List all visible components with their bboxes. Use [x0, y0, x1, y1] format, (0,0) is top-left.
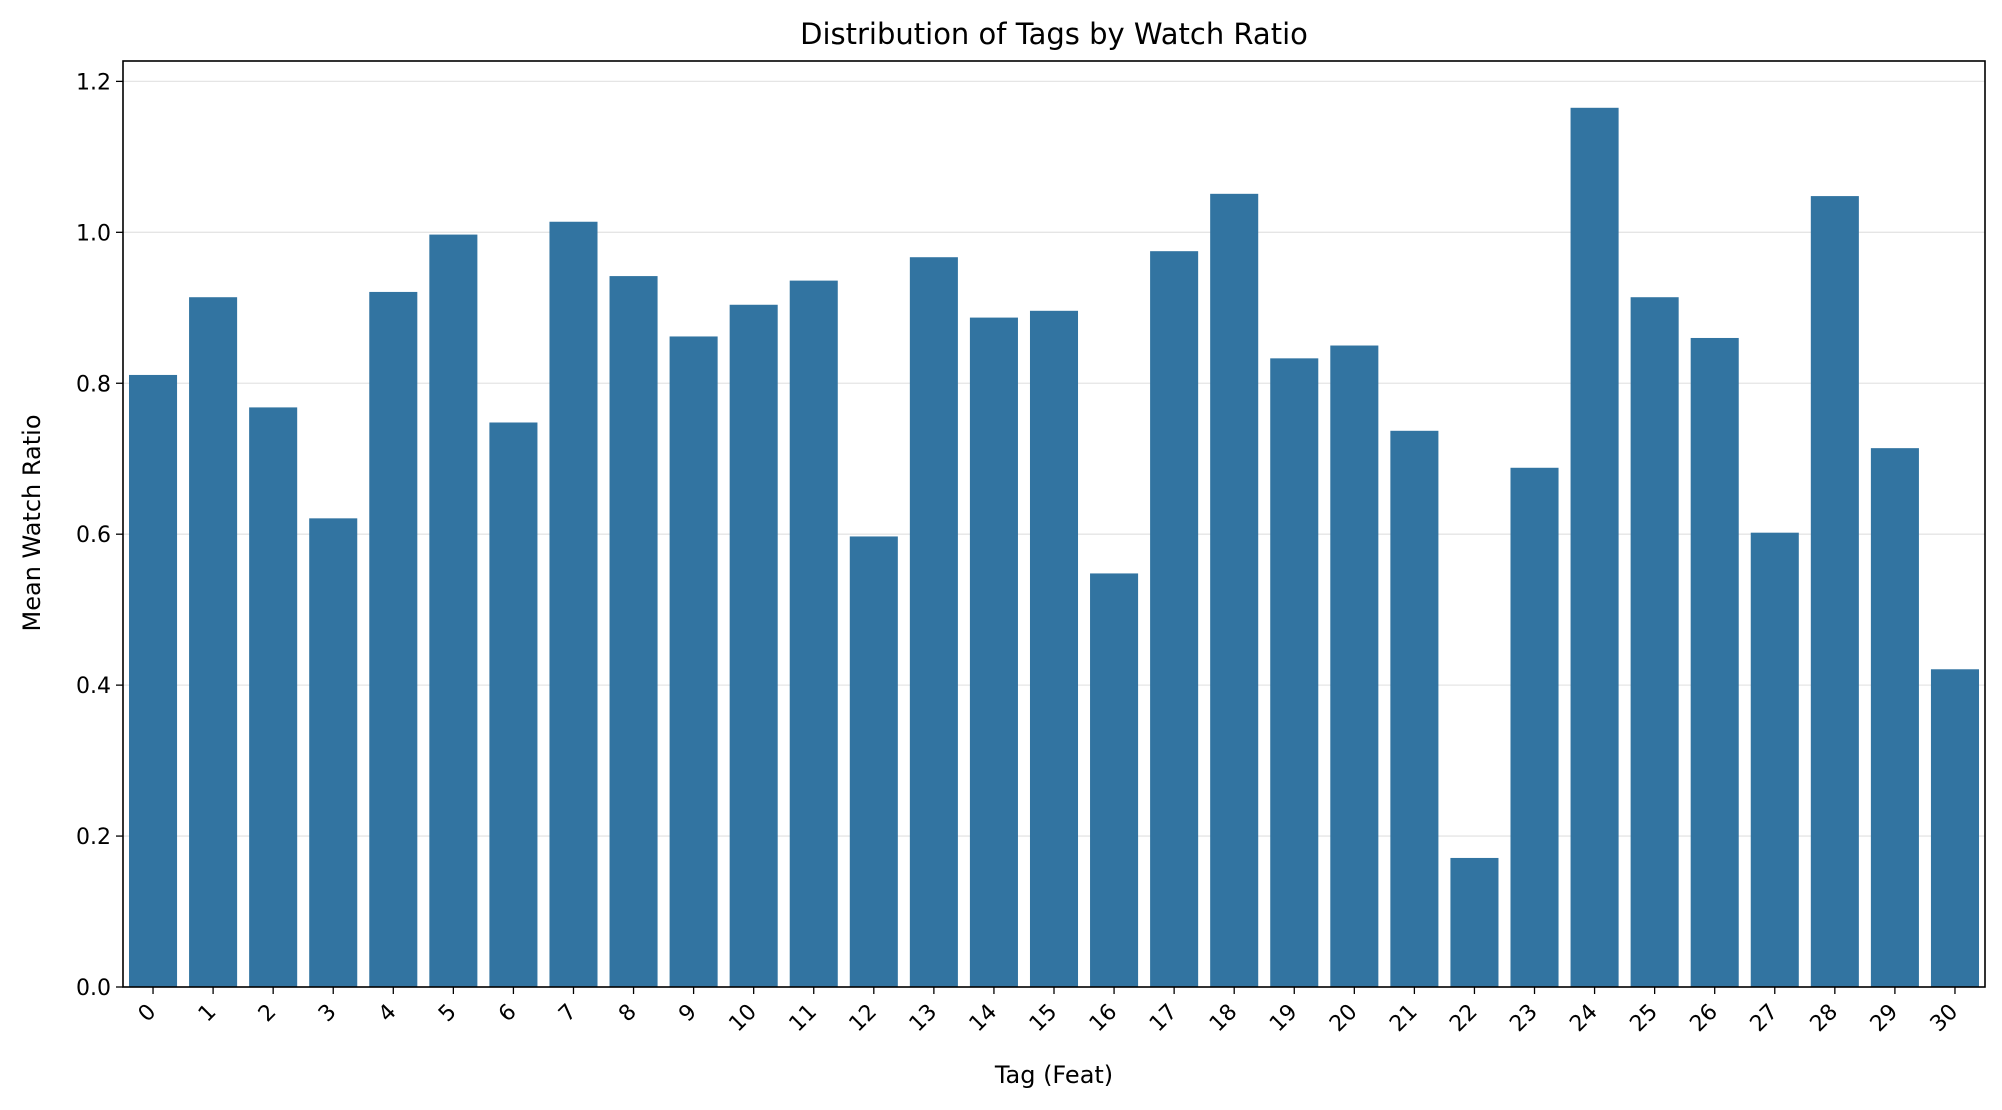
bar: [249, 407, 298, 987]
bar: [669, 336, 718, 988]
y-tick-label: 0.8: [76, 372, 111, 397]
x-tick-label: 17: [1145, 1000, 1182, 1037]
bar: [189, 297, 238, 987]
bar: [129, 374, 178, 987]
x-tick-label: 15: [1025, 1000, 1062, 1037]
x-tick-label: 2: [254, 1000, 282, 1028]
bar: [1150, 251, 1199, 988]
bar: [849, 536, 898, 987]
bar: [429, 234, 478, 988]
x-tick-label: 11: [785, 1000, 822, 1037]
y-tick-label: 0.2: [76, 825, 111, 850]
bar: [1870, 448, 1919, 987]
x-axis-title: Tag (Feat): [994, 1061, 1113, 1089]
x-tick-label: 0: [134, 1000, 162, 1028]
x-tick-label: 28: [1806, 1000, 1843, 1037]
x-tick-label: 13: [905, 1000, 942, 1037]
y-tick-label: 1.2: [76, 70, 111, 95]
x-tick-label: 8: [614, 1000, 642, 1028]
x-tick-label: 5: [434, 1000, 462, 1028]
x-tick-label: 10: [724, 1000, 761, 1037]
bar: [789, 280, 838, 988]
x-tick-label: 4: [374, 1000, 402, 1028]
x-tick-label: 25: [1625, 1000, 1662, 1037]
bar: [1270, 358, 1319, 987]
bar: [1630, 297, 1679, 987]
bar: [729, 304, 778, 987]
x-tick-label: 22: [1445, 1000, 1482, 1037]
bar: [1450, 857, 1499, 987]
bar: [1750, 532, 1799, 987]
y-tick-label: 0.6: [76, 523, 111, 548]
bar: [369, 291, 418, 988]
bar: [1570, 107, 1619, 988]
x-tick-label: 7: [554, 1000, 582, 1028]
x-tick-label: 20: [1325, 1000, 1362, 1037]
bar: [1390, 430, 1439, 987]
bar: [309, 518, 358, 987]
x-tick-label: 23: [1505, 1000, 1542, 1037]
x-tick-label: 26: [1685, 1000, 1722, 1037]
bar: [1690, 337, 1739, 987]
bar: [1930, 669, 1979, 987]
chart-title: Distribution of Tags by Watch Ratio: [800, 17, 1308, 51]
x-tick-label: 6: [494, 1000, 522, 1028]
x-tick-label: 27: [1746, 1000, 1783, 1037]
x-tick-label: 12: [845, 1000, 882, 1037]
bars: [129, 107, 1979, 988]
y-tick-label: 0.0: [76, 976, 111, 1001]
bar: [1810, 196, 1859, 987]
x-tick-label: 1: [194, 1000, 222, 1028]
x-ticks: 0 1 2 3 4 5 6 7 8 9 10 11 12 13 14 15 16 17 18 19 20 21 22 23 24…: [134, 987, 1963, 1037]
bar: [609, 276, 658, 987]
bar: [909, 257, 958, 988]
x-tick-label: 24: [1565, 1000, 1602, 1037]
x-tick-label: 18: [1205, 1000, 1242, 1037]
bar: [549, 221, 598, 987]
x-tick-label: 29: [1866, 1000, 1903, 1037]
bar: [1330, 345, 1379, 987]
x-tick-label: 9: [674, 1000, 702, 1028]
bar: [1029, 310, 1079, 987]
y-ticks: 0.0 0.2 0.4 0.6 0.8 1.0 1.2: [76, 70, 123, 1001]
bar: [969, 317, 1018, 987]
x-tick-label: 30: [1926, 1000, 1963, 1037]
bar: [1090, 573, 1139, 987]
y-tick-label: 1.0: [76, 221, 111, 246]
x-tick-label: 21: [1385, 1000, 1422, 1037]
x-tick-label: 14: [965, 1000, 1002, 1037]
x-tick-label: 3: [314, 1000, 342, 1028]
bar: [1210, 193, 1259, 988]
bar: [1510, 467, 1559, 987]
y-axis-title: Mean Watch Ratio: [18, 415, 46, 632]
y-tick-label: 0.4: [76, 674, 111, 699]
x-tick-label: 16: [1085, 1000, 1122, 1037]
x-tick-label: 19: [1265, 1000, 1302, 1037]
bar: [489, 422, 538, 987]
